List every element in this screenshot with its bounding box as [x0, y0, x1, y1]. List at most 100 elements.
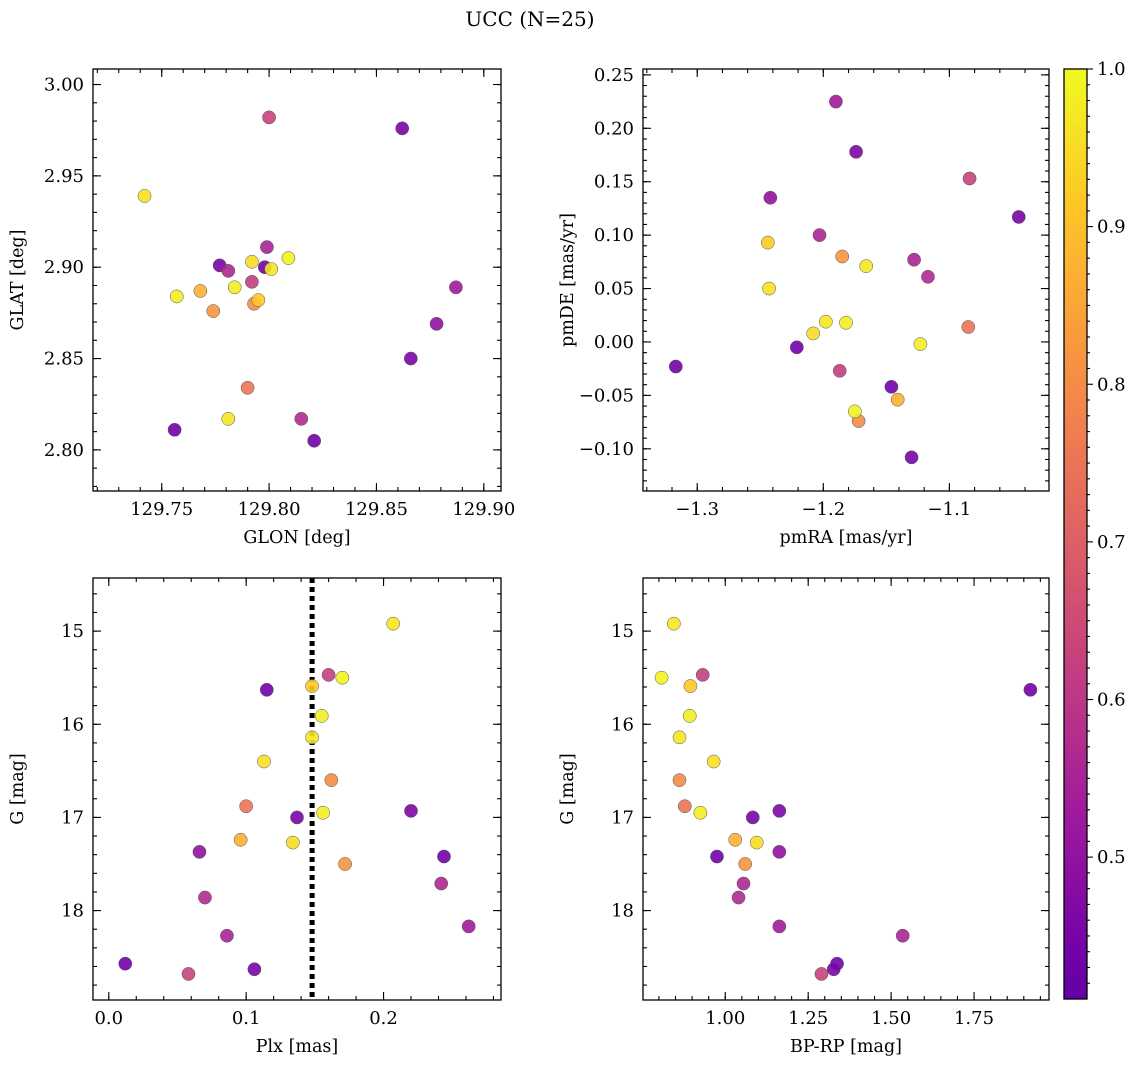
y-tick-label: −0.05 — [579, 385, 634, 406]
data-point — [666, 616, 681, 631]
colorbar-frame — [1063, 68, 1088, 1000]
axes-frame — [642, 68, 1050, 492]
data-point — [677, 799, 692, 814]
minor-ticks — [93, 69, 501, 491]
data-point — [693, 805, 708, 820]
data-point — [921, 269, 935, 284]
data-point — [826, 962, 841, 977]
y-tick-label: 16 — [611, 714, 634, 735]
data-point — [772, 804, 787, 818]
data-point — [220, 928, 234, 943]
data-point — [305, 679, 319, 693]
data-point — [738, 857, 753, 871]
x-tick-label: 129.85 — [345, 499, 408, 520]
data-point — [913, 337, 928, 351]
x-tick-label: 1.50 — [871, 1008, 911, 1029]
y-tick-label: −0.10 — [579, 439, 634, 460]
x-tick-label: 0.2 — [369, 1008, 398, 1029]
minor-ticks — [643, 69, 1049, 491]
data-point — [251, 293, 266, 307]
y-tick-label: 0.00 — [594, 332, 634, 353]
data-point — [395, 121, 410, 136]
x-tick-label: 0.0 — [94, 1008, 123, 1029]
x-axis-label: BP-RP [mag] — [790, 1037, 902, 1057]
data-point — [286, 835, 300, 850]
x-tick-label: 129.90 — [452, 499, 515, 520]
data-point — [895, 928, 910, 943]
data-point — [961, 320, 976, 334]
data-point — [281, 251, 296, 265]
x-tick-label: −1.3 — [675, 499, 719, 520]
data-point — [233, 832, 248, 847]
data-point — [890, 392, 905, 407]
data-point — [118, 956, 133, 971]
x-tick-label: 1.25 — [788, 1008, 828, 1029]
data-point — [245, 254, 259, 269]
data-point — [239, 799, 254, 814]
data-point — [772, 919, 787, 934]
data-point — [221, 411, 236, 426]
y-tick-label: 18 — [611, 901, 634, 922]
data-point — [772, 845, 787, 859]
data-point — [847, 404, 862, 419]
data-point — [429, 316, 444, 331]
data-point — [829, 94, 843, 109]
y-tick-label: 3.00 — [44, 75, 84, 96]
y-tick-label: 0.05 — [594, 279, 634, 300]
data-point — [682, 709, 697, 723]
y-tick-label: 0.25 — [594, 65, 634, 86]
colorbar-tick-label: 0.8 — [1097, 374, 1126, 395]
data-point — [832, 363, 847, 378]
colorbar-gradient — [1064, 69, 1087, 999]
data-point — [695, 668, 710, 682]
data-point — [338, 857, 352, 871]
data-point — [307, 433, 322, 448]
data-point — [760, 235, 775, 250]
y-tick-label: 17 — [611, 807, 634, 828]
data-point — [672, 773, 687, 788]
data-point — [1011, 210, 1026, 224]
y-axis-label: G [mag] — [558, 753, 578, 824]
data-point — [192, 845, 207, 859]
data-point — [449, 280, 463, 295]
y-tick-label: 0.20 — [594, 118, 634, 139]
colorbar-tick-label: 0.9 — [1097, 217, 1126, 238]
data-point — [818, 314, 833, 329]
axes-frame — [92, 577, 502, 1001]
data-point — [749, 835, 764, 850]
data-point — [259, 682, 274, 697]
x-axis-label: GLON [deg] — [243, 528, 350, 548]
probability-colorbar: 0.5 0.6 0.7 0.8 0.9 1.0 — [1063, 59, 1126, 1000]
data-point — [884, 379, 899, 394]
x-tick-label: −1.2 — [801, 499, 845, 520]
data-point — [710, 849, 724, 864]
y-tick-label: 2.90 — [44, 257, 84, 278]
data-point — [806, 326, 821, 341]
y-tick-label: 16 — [61, 714, 84, 735]
minor-ticks — [643, 578, 1049, 1000]
data-point — [404, 804, 418, 818]
y-tick-label: 2.95 — [44, 166, 84, 187]
data-point — [668, 359, 683, 374]
colorbar-tick-label: 0.6 — [1097, 690, 1126, 711]
y-axis-label: GLAT [deg] — [8, 230, 28, 331]
y-tick-label: 18 — [61, 901, 84, 922]
colorbar-tick-label: 1.0 — [1097, 59, 1126, 80]
colorbar-tick-label: 0.5 — [1097, 847, 1126, 868]
data-point — [731, 890, 746, 905]
y-tick-label: 0.10 — [594, 225, 634, 246]
data-point — [789, 340, 804, 355]
data-point — [262, 110, 276, 125]
x-tick-label: 0.1 — [232, 1008, 261, 1029]
data-point — [437, 849, 451, 864]
data-point — [812, 228, 827, 242]
axes-frame — [642, 577, 1050, 1001]
data-point — [290, 810, 304, 825]
data-point — [835, 249, 850, 264]
data-point — [169, 289, 184, 304]
minor-ticks — [93, 578, 501, 1000]
x-tick-label: 1.75 — [954, 1008, 994, 1029]
x-axis-label: pmRA [mas/yr] — [780, 528, 913, 548]
data-point — [403, 351, 418, 366]
